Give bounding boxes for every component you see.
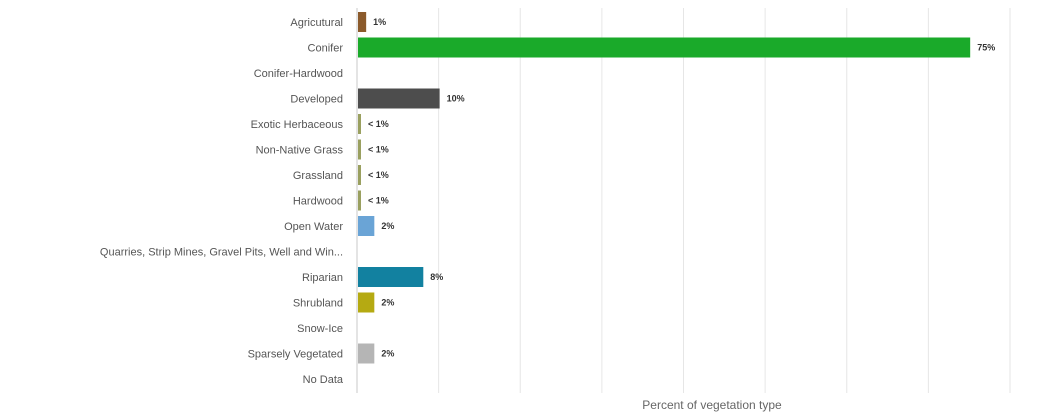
category-label-developed: Developed <box>290 94 343 106</box>
data-label-sparsely-vegetated: 2% <box>381 349 394 359</box>
bar-grassland <box>358 165 361 185</box>
category-label-snow-ice: Snow-Ice <box>297 323 343 335</box>
data-label-non-native-grass: < 1% <box>368 145 389 155</box>
data-label-agricutural: 1% <box>373 17 386 27</box>
gridlines <box>438 8 1011 393</box>
data-labels: 1% 75% 10% < 1% < 1% < 1% < 1% 2% 8% 2% 2% <box>368 17 995 359</box>
bar-shrubland <box>358 292 375 313</box>
category-label-conifer: Conifer <box>308 43 344 55</box>
data-label-open-water: 2% <box>381 221 394 231</box>
bar-open-water <box>358 216 375 236</box>
category-label-conifer-hardwood: Conifer-Hardwood <box>254 68 343 80</box>
bar-developed <box>358 88 440 109</box>
data-label-exotic-herbaceous: < 1% <box>368 119 389 129</box>
category-label-grassland: Grassland <box>293 170 343 182</box>
category-label-shrubland: Shrubland <box>293 298 343 310</box>
category-label-riparian: Riparian <box>302 272 343 284</box>
category-label-quarries-strip-mines-gravel-pits-well-and-win: Quarries, Strip Mines, Gravel Pits, Well… <box>100 247 343 259</box>
bar-sparsely-vegetated <box>358 343 375 364</box>
bar-riparian <box>358 267 424 287</box>
category-label-sparsely-vegetated: Sparsely Vegetated <box>248 349 343 361</box>
category-label-agricutural: Agricutural <box>290 17 343 29</box>
bar-conifer <box>358 37 971 58</box>
bars <box>358 12 971 364</box>
data-label-shrubland: 2% <box>381 298 394 308</box>
category-label-open-water: Open Water <box>284 221 343 233</box>
bar-hardwood <box>358 190 361 211</box>
data-label-riparian: 8% <box>430 272 443 282</box>
category-labels: Agricutural Conifer Conifer-Hardwood Develo… <box>100 17 344 386</box>
category-label-exotic-herbaceous: Exotic Herbaceous <box>251 119 344 131</box>
data-label-developed: 10% <box>447 94 465 104</box>
data-label-grassland: < 1% <box>368 170 389 180</box>
data-label-hardwood: < 1% <box>368 196 389 206</box>
category-label-non-native-grass: Non-Native Grass <box>256 145 344 157</box>
category-label-no-data: No Data <box>303 374 344 386</box>
data-label-conifer: 75% <box>977 43 995 53</box>
bar-non-native-grass <box>358 139 361 160</box>
category-label-hardwood: Hardwood <box>293 196 343 208</box>
x-axis-title: Percent of vegetation type <box>642 398 782 412</box>
bar-agricutural <box>358 12 367 32</box>
bar-exotic-herbaceous <box>358 114 361 134</box>
